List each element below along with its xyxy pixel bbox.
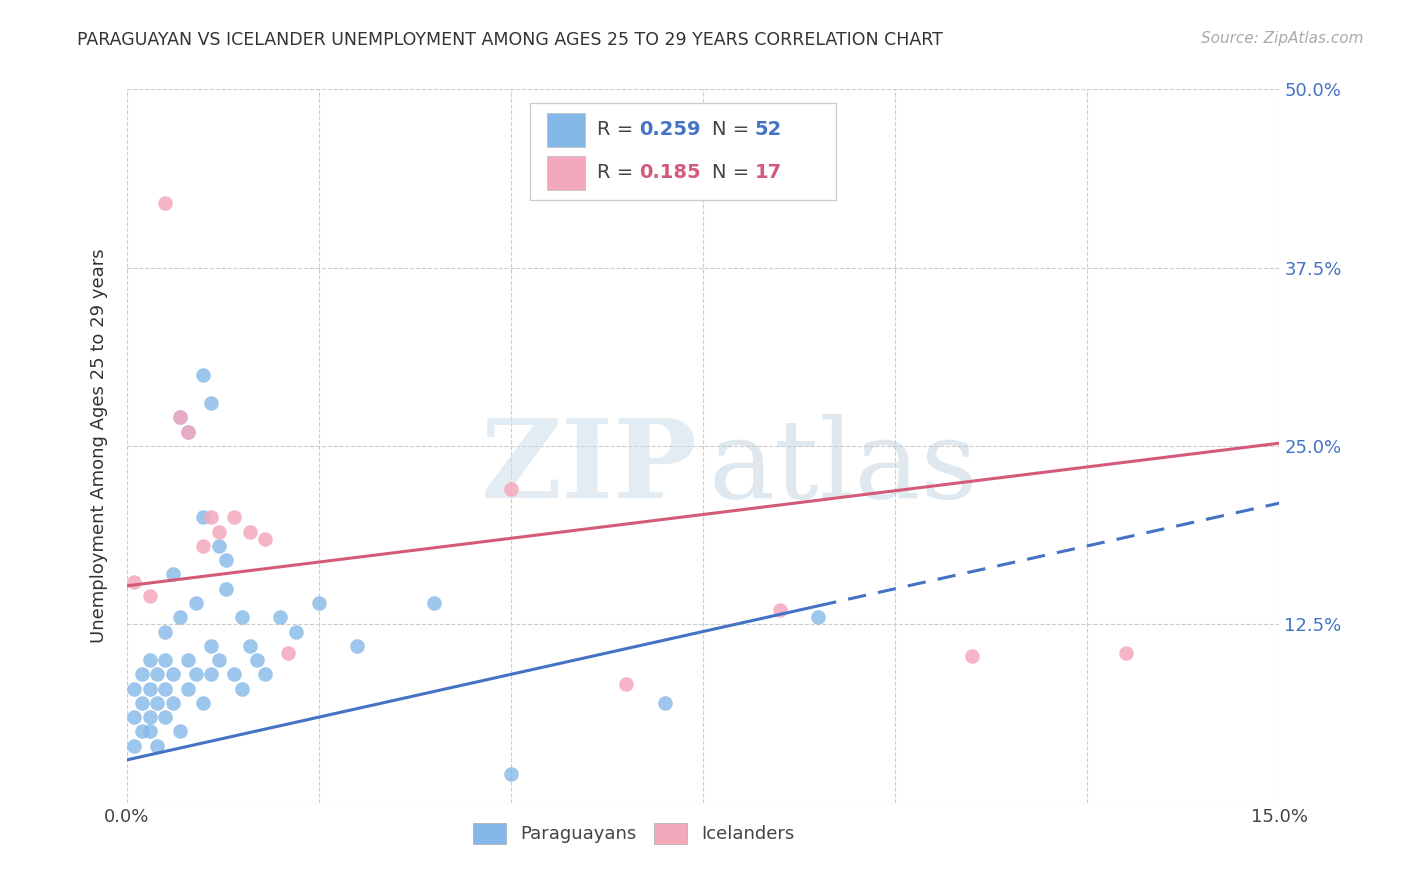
Point [238, 639, 260, 653]
Text: ZIP: ZIP [481, 414, 697, 521]
Point [238, 524, 260, 539]
Point [153, 710, 176, 724]
Text: atlas: atlas [709, 414, 979, 521]
Point [208, 653, 231, 667]
Point [177, 425, 200, 439]
Point [193, 368, 215, 382]
Text: 52: 52 [755, 120, 782, 139]
Point [654, 696, 676, 710]
Point [253, 532, 276, 546]
Point [177, 653, 200, 667]
Point [162, 567, 184, 582]
Text: 17: 17 [755, 163, 782, 182]
Point [162, 696, 184, 710]
Text: N =: N = [713, 120, 755, 139]
Point [162, 667, 184, 681]
Point [200, 667, 222, 681]
Point [177, 425, 200, 439]
Point [177, 681, 200, 696]
Point [193, 539, 215, 553]
Text: N =: N = [713, 163, 755, 182]
Point [122, 739, 145, 753]
Point [169, 610, 191, 624]
Point [499, 482, 522, 496]
Point [138, 710, 160, 724]
Point [246, 653, 269, 667]
Point [224, 667, 246, 681]
Point [1115, 646, 1137, 660]
Point [423, 596, 446, 610]
Point [208, 539, 231, 553]
FancyBboxPatch shape [530, 103, 835, 200]
Point [231, 681, 253, 696]
Point [193, 696, 215, 710]
Point [131, 724, 153, 739]
Point [122, 681, 145, 696]
Point [308, 596, 330, 610]
Point [146, 667, 169, 681]
Point [193, 510, 215, 524]
Point [146, 739, 169, 753]
Point [153, 196, 176, 211]
Text: PARAGUAYAN VS ICELANDER UNEMPLOYMENT AMONG AGES 25 TO 29 YEARS CORRELATION CHART: PARAGUAYAN VS ICELANDER UNEMPLOYMENT AMO… [77, 31, 943, 49]
Point [614, 677, 637, 691]
Point [284, 624, 307, 639]
Point [269, 610, 291, 624]
Point [138, 653, 160, 667]
Point [184, 667, 207, 681]
Bar [547, 155, 585, 190]
Text: R =: R = [598, 120, 640, 139]
Point [153, 681, 176, 696]
Point [277, 646, 299, 660]
Point [215, 553, 238, 567]
Point [200, 639, 222, 653]
Point [146, 696, 169, 710]
Point [169, 410, 191, 425]
Point [122, 574, 145, 589]
Point [208, 524, 231, 539]
Point [184, 596, 207, 610]
Text: 0.185: 0.185 [640, 163, 702, 182]
Point [169, 410, 191, 425]
Point [807, 610, 830, 624]
Point [960, 648, 983, 663]
Point [138, 589, 160, 603]
Text: 0.259: 0.259 [640, 120, 702, 139]
Point [499, 767, 522, 781]
Text: R =: R = [598, 163, 640, 182]
Point [224, 510, 246, 524]
Point [138, 724, 160, 739]
Point [200, 510, 222, 524]
Point [231, 610, 253, 624]
Point [131, 667, 153, 681]
Point [769, 603, 792, 617]
Point [346, 639, 368, 653]
Point [131, 696, 153, 710]
Y-axis label: Unemployment Among Ages 25 to 29 years: Unemployment Among Ages 25 to 29 years [90, 249, 108, 643]
Point [138, 681, 160, 696]
Point [153, 653, 176, 667]
Point [253, 667, 276, 681]
Point [169, 724, 191, 739]
Point [153, 624, 176, 639]
Text: Source: ZipAtlas.com: Source: ZipAtlas.com [1201, 31, 1364, 46]
Point [200, 396, 222, 410]
Point [215, 582, 238, 596]
Legend: Paraguayans, Icelanders: Paraguayans, Icelanders [465, 815, 801, 851]
Bar [547, 112, 585, 147]
Point [122, 710, 145, 724]
